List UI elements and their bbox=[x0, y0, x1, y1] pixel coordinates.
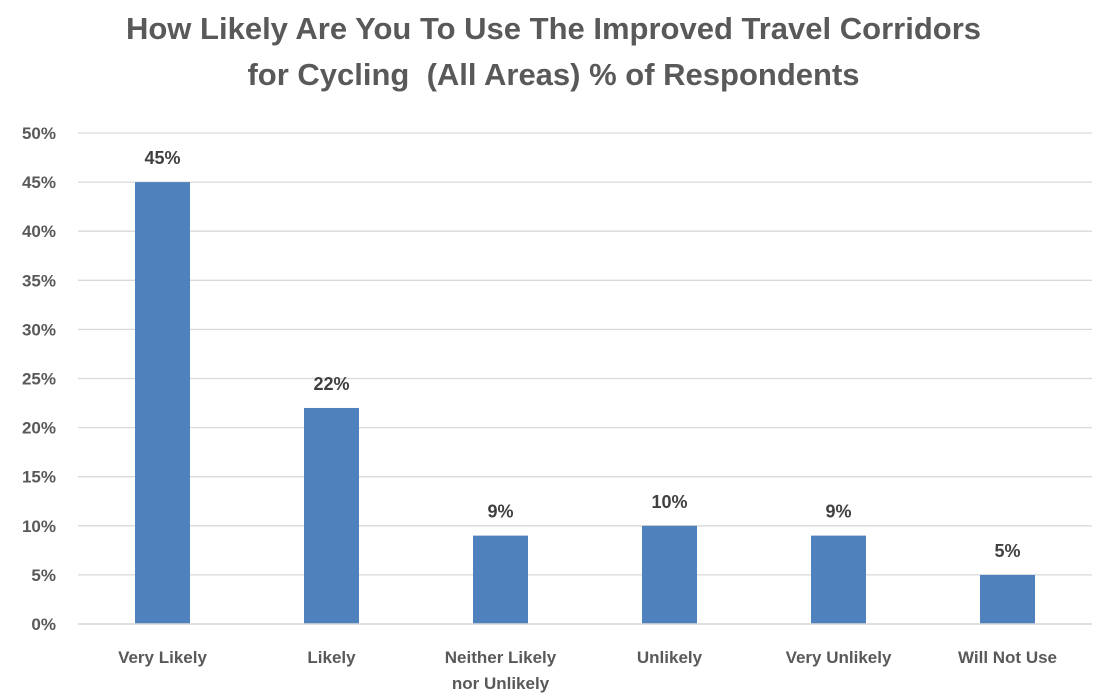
data-label: 10% bbox=[651, 492, 687, 512]
chart-title-line-1: How Likely Are You To Use The Improved T… bbox=[125, 11, 981, 46]
x-tick-label-line: Very Likely bbox=[118, 648, 207, 667]
y-tick-label: 45% bbox=[22, 173, 56, 192]
x-tick-label-line: Likely bbox=[307, 648, 356, 667]
x-tick-label-line: Very Unlikely bbox=[786, 648, 892, 667]
y-tick-label: 10% bbox=[22, 517, 56, 536]
y-tick-label: 40% bbox=[22, 222, 56, 241]
y-tick-label: 50% bbox=[22, 124, 56, 143]
y-tick-label: 35% bbox=[22, 271, 56, 290]
x-tick-label-line: nor Unlikely bbox=[452, 674, 550, 693]
y-tick-label: 5% bbox=[31, 566, 56, 585]
x-tick-label: Will Not Use bbox=[958, 648, 1057, 667]
bar bbox=[642, 525, 697, 624]
x-tick-label-line: Will Not Use bbox=[958, 648, 1057, 667]
y-tick-label: 20% bbox=[22, 419, 56, 438]
bar bbox=[473, 535, 528, 624]
y-tick-label: 25% bbox=[22, 370, 56, 389]
x-tick-label: Very Likely bbox=[118, 648, 207, 667]
data-label: 9% bbox=[825, 502, 851, 522]
bar bbox=[304, 407, 359, 624]
bar bbox=[811, 535, 866, 624]
data-label: 22% bbox=[313, 374, 349, 394]
y-tick-label: 30% bbox=[22, 320, 56, 339]
chart-title: How Likely Are You To Use The Improved T… bbox=[0, 6, 1107, 98]
y-tick-label: 15% bbox=[22, 468, 56, 487]
y-tick-label: 0% bbox=[31, 615, 56, 634]
bar bbox=[980, 574, 1035, 624]
x-tick-label: Very Unlikely bbox=[786, 648, 892, 667]
x-tick-label: Unlikely bbox=[637, 648, 703, 667]
bar bbox=[135, 182, 190, 624]
data-label: 5% bbox=[994, 541, 1020, 561]
x-tick-label: Likely bbox=[307, 648, 356, 667]
x-tick-label: Neither Likely nor Unlikely bbox=[445, 648, 557, 693]
x-tick-label-line: Neither Likely bbox=[445, 648, 557, 667]
data-label: 9% bbox=[487, 502, 513, 522]
x-tick-label-line: Unlikely bbox=[637, 648, 703, 667]
data-label: 45% bbox=[144, 148, 180, 168]
chart-title-line-2: for Cycling (All Areas) % of Respondents bbox=[247, 57, 860, 92]
